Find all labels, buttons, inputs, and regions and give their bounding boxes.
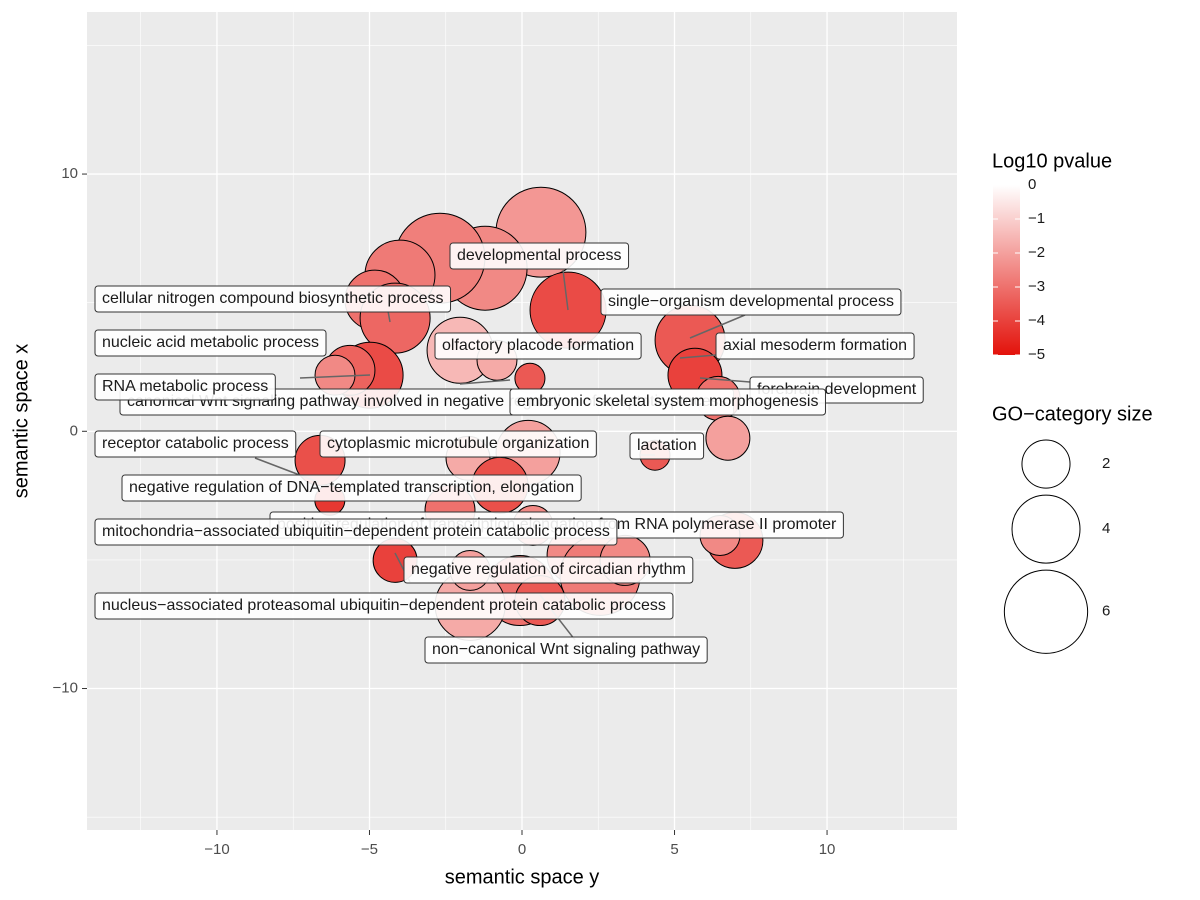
label-box xyxy=(629,432,705,460)
label-connector xyxy=(679,354,717,359)
size-legend-label: 4 xyxy=(1102,520,1110,537)
label-box xyxy=(121,474,582,502)
label-connector xyxy=(689,314,746,339)
label-box xyxy=(434,332,642,360)
label-box xyxy=(424,636,708,664)
colorbar-label: −2 xyxy=(1028,244,1045,261)
label: olfactory placode formation xyxy=(434,332,642,360)
label: embryonic skeletal system morphogenesis xyxy=(509,388,826,416)
label-text: nucleic acid metabolic process xyxy=(102,334,319,351)
colorbar-label: −1 xyxy=(1028,210,1045,227)
x-axis-title: semantic space y xyxy=(445,866,600,888)
label-text: non−canonical Wnt signaling pathway xyxy=(432,641,700,658)
y-tick-label: 0 xyxy=(70,422,78,439)
label-connector xyxy=(387,310,391,323)
label-box xyxy=(449,242,630,270)
label-text: receptor catabolic process xyxy=(102,435,289,452)
label: negative regulation of DNA−templated tra… xyxy=(121,474,582,502)
label-connector xyxy=(562,269,569,311)
colorbar-label: −3 xyxy=(1028,278,1045,295)
y-tick-label: −10 xyxy=(53,679,78,696)
label-box xyxy=(715,332,915,360)
colorbar-label: 0 xyxy=(1028,176,1036,193)
label: negative regulation of circadian rhythm xyxy=(403,556,694,584)
label-text: negative regulation of DNA−templated tra… xyxy=(129,479,574,496)
colorbar-label: −4 xyxy=(1028,312,1045,329)
label-box xyxy=(319,430,597,458)
label-connector xyxy=(459,379,511,385)
size-legend-circle xyxy=(1003,569,1089,654)
label: nucleic acid metabolic process xyxy=(94,329,327,357)
label: non−canonical Wnt signaling pathway xyxy=(424,636,708,664)
label: axial mesoderm formation xyxy=(715,332,915,360)
label-text: lactation xyxy=(637,437,697,454)
label: single−organism developmental process xyxy=(600,288,902,316)
label-box xyxy=(94,592,674,620)
label-text: developmental process xyxy=(457,247,622,264)
label: lactation xyxy=(629,432,705,460)
size-legend-title: GO−category size xyxy=(992,403,1153,425)
label-text: olfactory placode formation xyxy=(442,337,634,354)
label-box xyxy=(94,518,618,546)
label-box xyxy=(94,430,297,458)
label-text: embryonic skeletal system morphogenesis xyxy=(517,393,818,410)
label-text: negative regulation of circadian rhythm xyxy=(411,561,686,578)
label-connector xyxy=(299,374,371,379)
x-tick-label: 0 xyxy=(518,841,526,858)
label-text: axial mesoderm formation xyxy=(723,337,907,354)
label-box xyxy=(94,329,327,357)
y-tick-label: 10 xyxy=(61,165,78,182)
label-text: nucleus−associated proteasomal ubiquitin… xyxy=(102,597,666,614)
x-tick-label: 5 xyxy=(670,841,678,858)
bubble xyxy=(705,415,751,461)
label-text: cytoplasmic microtubule organization xyxy=(327,435,589,452)
size-legend-label: 2 xyxy=(1102,455,1110,472)
x-tick-label: 10 xyxy=(819,841,836,858)
size-legend-label: 6 xyxy=(1102,603,1110,620)
colorbar-label: −5 xyxy=(1028,346,1045,363)
label: cellular nitrogen compound biosynthetic … xyxy=(94,285,452,313)
label-box xyxy=(600,288,902,316)
label: receptor catabolic process xyxy=(94,430,297,458)
color-legend-title: Log10 pvalue xyxy=(992,150,1112,172)
label-text: RNA metabolic process xyxy=(102,378,268,395)
label-text: mitochondria−associated ubiquitin−depend… xyxy=(102,523,610,540)
label-text: single−organism developmental process xyxy=(608,293,894,310)
label-box xyxy=(403,556,694,584)
label: nucleus−associated proteasomal ubiquitin… xyxy=(94,592,674,620)
size-legend-circle xyxy=(1011,494,1081,564)
label-text: cellular nitrogen compound biosynthetic … xyxy=(102,290,444,307)
label: cytoplasmic microtubule organization xyxy=(319,430,597,458)
label-box xyxy=(509,388,826,416)
label-connector xyxy=(699,377,751,383)
size-legend-circle xyxy=(1021,439,1071,489)
y-axis-title: semantic space x xyxy=(10,344,32,499)
label-box xyxy=(94,285,452,313)
colorbar xyxy=(993,185,1020,355)
x-tick-label: −5 xyxy=(361,841,378,858)
label: RNA metabolic process xyxy=(94,373,276,401)
x-tick-label: −10 xyxy=(204,841,229,858)
label: developmental process xyxy=(449,242,630,270)
label-box xyxy=(94,373,276,401)
label: mitochondria−associated ubiquitin−depend… xyxy=(94,518,618,546)
